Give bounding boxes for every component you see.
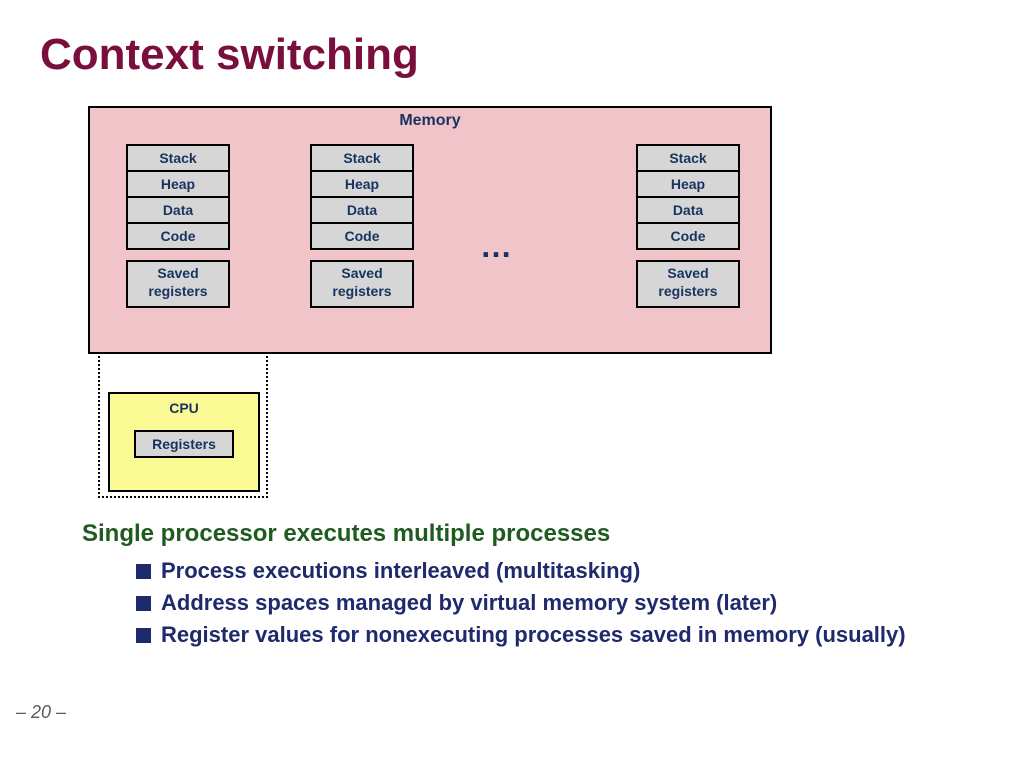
memory-segment: Heap: [636, 170, 740, 196]
bullet-list: Process executions interleaved (multitas…: [136, 558, 906, 654]
bullet-text: Register values for nonexecuting process…: [161, 622, 906, 648]
memory-segment: Code: [636, 222, 740, 250]
memory-segment: Heap: [126, 170, 230, 196]
memory-label: Memory: [90, 112, 770, 130]
memory-segment: Data: [310, 196, 414, 222]
bullet-item: Process executions interleaved (multitas…: [136, 558, 906, 584]
memory-segment: Heap: [310, 170, 414, 196]
memory-segment: Data: [126, 196, 230, 222]
bullet-square-icon: [136, 564, 151, 579]
registers-box: Registers: [134, 430, 234, 458]
memory-segment: Data: [636, 196, 740, 222]
bullet-square-icon: [136, 628, 151, 643]
process-column: StackHeapDataCode Savedregisters: [310, 144, 414, 308]
saved-registers: Savedregisters: [126, 260, 230, 308]
bullet-text: Address spaces managed by virtual memory…: [161, 590, 777, 616]
ellipsis: …: [480, 228, 512, 265]
cpu-label: CPU: [110, 400, 258, 416]
slide-title: Context switching: [40, 30, 419, 80]
bullet-text: Process executions interleaved (multitas…: [161, 558, 640, 584]
memory-segment: Stack: [126, 144, 230, 170]
bullet-square-icon: [136, 596, 151, 611]
process-column: StackHeapDataCode Savedregisters: [636, 144, 740, 308]
bullet-item: Register values for nonexecuting process…: [136, 622, 906, 648]
memory-segment: Code: [126, 222, 230, 250]
process-column: StackHeapDataCode Savedregisters: [126, 144, 230, 308]
saved-registers: Savedregisters: [636, 260, 740, 308]
cpu-box: CPU Registers: [108, 392, 260, 492]
page-number: – 20 –: [16, 702, 66, 723]
memory-region: Memory … StackHeapDataCodeSavedregisters…: [88, 106, 772, 354]
memory-segment: Code: [310, 222, 414, 250]
memory-segment: Stack: [310, 144, 414, 170]
bullet-item: Address spaces managed by virtual memory…: [136, 590, 906, 616]
saved-registers: Savedregisters: [310, 260, 414, 308]
section-subhead: Single processor executes multiple proce…: [82, 520, 610, 548]
memory-segment: Stack: [636, 144, 740, 170]
